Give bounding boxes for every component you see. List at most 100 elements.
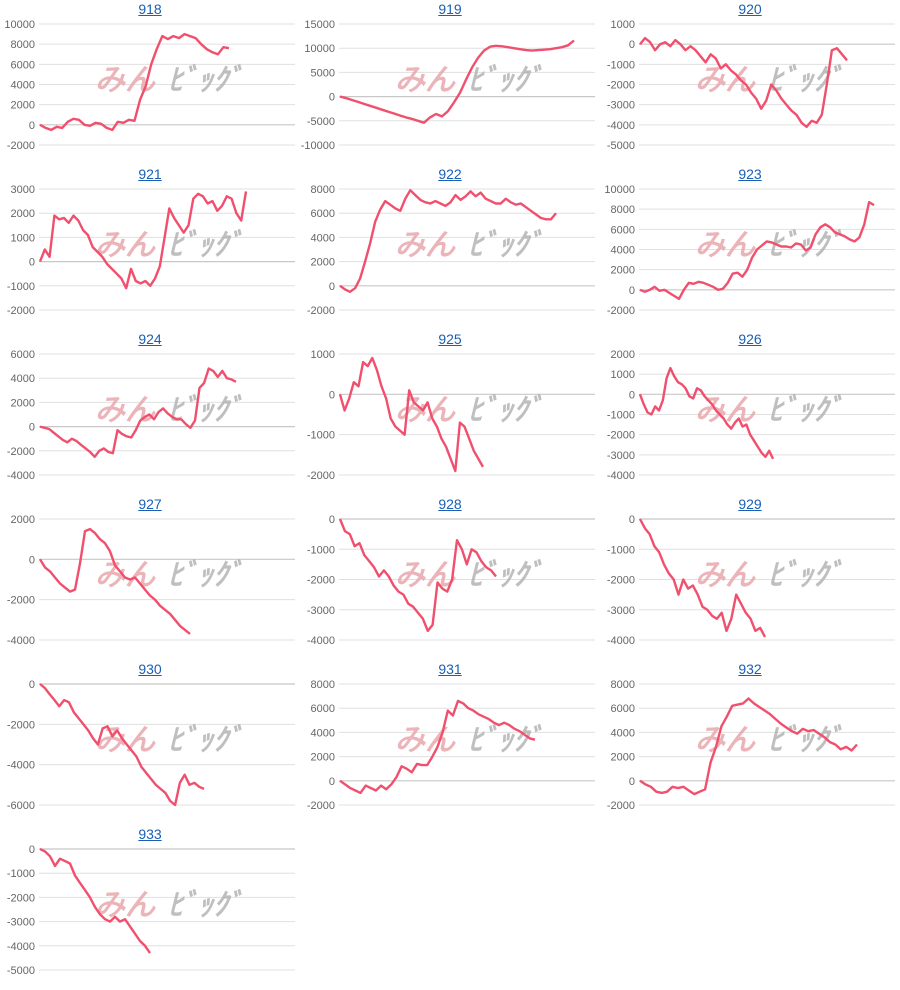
watermark-logo-right: ﾋﾞｯｸﾞ xyxy=(468,558,543,593)
series-line xyxy=(39,367,237,459)
series-line xyxy=(339,699,536,795)
chart-title-link[interactable]: 926 xyxy=(738,331,762,347)
watermark-logo-left: みん xyxy=(695,228,756,263)
chart-panel-925: 925 -2000 -1000 0 1000 みん ﾋﾞｯｸﾞ xyxy=(300,330,600,495)
series-line xyxy=(39,32,230,132)
line-chart: -5000 -4000 -3000 -2000 -1000 0 1000 みん ﾋﾞｯｸﾞ xyxy=(607,19,895,152)
series-line xyxy=(338,518,497,633)
y-tick-label: 0 xyxy=(329,514,335,526)
y-tick-label: -5000 xyxy=(307,116,335,128)
chart-title-link[interactable]: 922 xyxy=(438,166,462,182)
watermark-logo-right: ﾋﾞｯｸﾞ xyxy=(168,723,243,758)
y-tick-label: 6000 xyxy=(611,703,635,715)
y-tick-label: 2000 xyxy=(11,100,35,112)
y-tick-label: 2000 xyxy=(611,752,635,764)
y-tick-label: 0 xyxy=(329,776,335,788)
chart-title-link[interactable]: 929 xyxy=(738,496,762,512)
chart-title-link[interactable]: 921 xyxy=(138,166,162,182)
y-tick-label: -4000 xyxy=(307,635,335,647)
y-tick-label: 1000 xyxy=(611,369,635,381)
series-line xyxy=(38,527,191,635)
series-line xyxy=(39,847,151,954)
chart-title-link[interactable]: 931 xyxy=(438,661,462,677)
chart-title-link[interactable]: 923 xyxy=(738,166,762,182)
y-tick-label: 6000 xyxy=(11,349,35,361)
chart-title-link[interactable]: 933 xyxy=(138,826,162,842)
chart-panel-929: 929 -4000 -3000 -2000 -1000 0 みん ﾋﾞｯｸﾞ xyxy=(600,495,900,660)
y-tick-label: -10000 xyxy=(301,140,335,152)
chart-title-link[interactable]: 925 xyxy=(438,331,462,347)
y-tick-label: 0 xyxy=(29,554,35,566)
chart-title-link[interactable]: 930 xyxy=(138,661,162,677)
watermark-logo-right: ﾋﾞｯｸﾞ xyxy=(468,228,543,263)
y-tick-label: 5000 xyxy=(311,67,335,79)
y-tick-label: 4000 xyxy=(611,727,635,739)
y-tick-label: -2000 xyxy=(607,430,635,442)
y-tick-label: -2000 xyxy=(7,446,35,458)
y-tick-label: 2000 xyxy=(11,514,35,526)
y-tick-label: -1000 xyxy=(307,430,335,442)
y-tick-label: -1000 xyxy=(307,544,335,556)
line-chart: -2000 0 2000 4000 6000 8000 みん ﾋﾞｯｸﾞ xyxy=(307,679,595,812)
y-tick-label: -1000 xyxy=(7,868,35,880)
y-tick-label: 1000 xyxy=(311,349,335,361)
watermark-logo-right: ﾋﾞｯｸﾞ xyxy=(468,723,543,758)
watermark-logo-right: ﾋﾞｯｸﾞ xyxy=(768,558,843,593)
y-tick-label: 0 xyxy=(629,285,635,297)
chart-title-link[interactable]: 932 xyxy=(738,661,762,677)
y-tick-label: 6000 xyxy=(311,208,335,220)
chart-title-link[interactable]: 927 xyxy=(138,496,162,512)
y-tick-label: 4000 xyxy=(11,80,35,92)
chart-title-link[interactable]: 920 xyxy=(738,1,762,17)
chart-title-link[interactable]: 924 xyxy=(138,331,162,347)
series-line xyxy=(639,200,875,301)
watermark-logo-right: ﾋﾞｯｸﾞ xyxy=(168,228,243,263)
y-tick-label: 0 xyxy=(29,844,35,856)
chart-panel-919: 919 -10000 -5000 0 5000 10000 15000 みん ﾋﾞｯｸﾞ xyxy=(300,0,600,165)
y-tick-label: -2000 xyxy=(607,800,635,812)
y-tick-label: 1000 xyxy=(11,232,35,244)
line-chart: -2000 -1000 0 1000 2000 3000 みん ﾋﾞｯｸﾞ xyxy=(7,184,295,317)
line-chart: -4000 -2000 0 2000 4000 6000 みん ﾋﾞｯｸﾞ xyxy=(7,349,295,482)
y-tick-label: 10000 xyxy=(604,184,635,196)
y-tick-label: -3000 xyxy=(7,917,35,929)
y-tick-label: -6000 xyxy=(7,800,35,812)
y-tick-label: 8000 xyxy=(311,679,335,691)
y-tick-label: -1000 xyxy=(607,544,635,556)
line-chart: -2000 -1000 0 1000 みん ﾋﾞｯｸﾞ xyxy=(307,349,595,482)
chart-panel-928: 928 -4000 -3000 -2000 -1000 0 みん ﾋﾞｯｸﾞ xyxy=(300,495,600,660)
y-tick-label: 4000 xyxy=(311,232,335,244)
y-tick-label: -2000 xyxy=(307,800,335,812)
y-tick-label: -1000 xyxy=(607,59,635,71)
watermark-logo-right: ﾋﾞｯｸﾞ xyxy=(768,63,843,98)
watermark-logo-right: ﾋﾞｯｸﾞ xyxy=(168,63,243,98)
y-tick-label: 10000 xyxy=(4,19,35,31)
series-line xyxy=(638,366,775,460)
y-tick-label: 0 xyxy=(629,514,635,526)
y-tick-label: -4000 xyxy=(7,635,35,647)
y-tick-label: -3000 xyxy=(607,450,635,462)
y-tick-label: 8000 xyxy=(311,184,335,196)
chart-title-link[interactable]: 928 xyxy=(438,496,462,512)
y-tick-label: 0 xyxy=(29,679,35,691)
y-tick-label: 0 xyxy=(29,120,35,132)
y-tick-label: 2000 xyxy=(311,257,335,269)
y-tick-label: 6000 xyxy=(611,224,635,236)
line-chart: -10000 -5000 0 5000 10000 15000 みん ﾋﾞｯｸﾞ xyxy=(301,19,595,152)
y-tick-label: 0 xyxy=(29,257,35,269)
y-tick-label: -1000 xyxy=(7,281,35,293)
y-tick-label: 6000 xyxy=(11,59,35,71)
y-tick-label: 1000 xyxy=(611,19,635,31)
watermark-logo-right: ﾋﾞｯｸﾞ xyxy=(168,558,243,593)
y-tick-label: 4000 xyxy=(11,373,35,385)
y-tick-label: -1000 xyxy=(607,410,635,422)
y-tick-label: -2000 xyxy=(7,892,35,904)
chart-panel-930: 930 -6000 -4000 -2000 0 みん ﾋﾞｯｸﾞ xyxy=(0,660,300,825)
y-tick-label: 8000 xyxy=(611,204,635,216)
chart-title-link[interactable]: 919 xyxy=(438,1,462,17)
series-line xyxy=(38,191,248,290)
y-tick-label: -2000 xyxy=(307,470,335,482)
chart-title-link[interactable]: 918 xyxy=(138,1,162,17)
